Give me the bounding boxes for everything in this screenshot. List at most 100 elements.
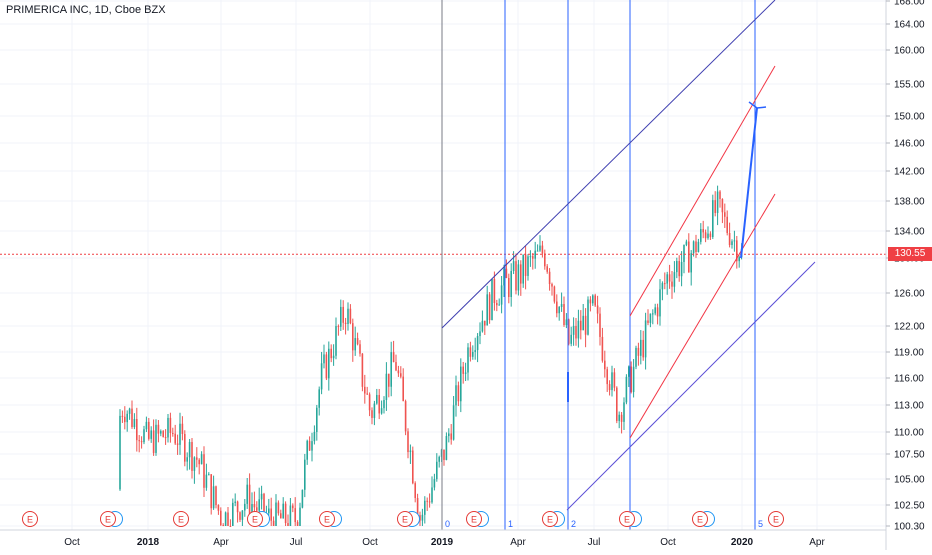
candle-body [157,424,160,434]
candle-body [160,431,162,434]
y-tick-label: 113.00 [894,401,924,412]
candle-body [618,414,620,421]
candle-body [534,250,536,259]
candle-body [371,410,373,418]
candle-body [649,313,652,323]
earnings-icon [768,511,784,527]
candle-body [486,294,488,326]
candle-body [616,387,618,421]
y-tick-label: 146.00 [894,139,925,150]
candle-body [296,522,299,526]
candle-body [208,474,210,476]
candle-body [340,306,342,327]
candle-body [680,261,683,277]
candle-body [666,274,668,284]
earnings-label: E [624,515,630,525]
x-tick-label: Oct [362,537,378,548]
candle-body [604,360,606,370]
candle-body [203,454,205,488]
candle-body [121,415,124,417]
candle-body [299,507,301,526]
candle-body [508,278,510,297]
candle-body [152,430,155,453]
x-tick-label: Apr [809,537,825,548]
candle-body [630,366,632,393]
candle-body [308,440,311,451]
candle-body [119,415,121,490]
candle-body [167,417,169,438]
y-tick-label: 100.30 [894,522,925,533]
candle-body [388,373,390,387]
fib-time-label: 5 [758,519,763,529]
candle-body [380,408,383,414]
candle-body [731,241,733,245]
candle-body [376,394,378,404]
candle-body [220,510,222,526]
candle-body [335,326,337,356]
earnings-label: E [252,515,258,525]
x-tick-label: 2018 [137,537,160,548]
candle-body [368,394,371,411]
candle-body [169,417,172,433]
candle-body [337,326,340,328]
candle-body [311,441,313,451]
earnings-icon [247,511,263,527]
candle-body [738,257,740,262]
candle-body [601,336,604,361]
candle-body [644,320,647,358]
candle-body [304,459,306,490]
candle-body [736,240,738,262]
candle-body [462,366,464,374]
x-tick-label: Oct [660,537,676,548]
candle-body [695,241,697,252]
candle-body [359,344,361,354]
earnings-label: E [697,515,703,525]
candle-body [344,322,347,324]
candle-body [697,241,700,252]
candle-body [275,502,277,526]
candle-body [224,512,227,526]
candle-body [282,503,284,519]
candle-body [409,450,412,453]
candle-body [510,270,512,297]
candle-body [412,450,414,484]
candle-body [592,295,594,304]
fib-time-label: 2 [571,519,576,529]
candle-body [385,373,388,400]
candle-body [479,331,481,337]
y-tick-label: 105.00 [894,475,925,486]
candle-body [306,440,308,460]
candle-body [527,256,529,276]
y-tick-label: 142.00 [894,167,925,178]
candle-body [260,493,263,500]
candle-body [728,232,731,245]
candle-body [268,508,270,514]
candle-body [395,362,397,371]
candle-body [529,256,532,258]
candle-body [397,370,400,374]
candle-body [431,487,433,503]
y-tick-label: 168.00 [894,0,925,8]
candle-body [702,229,704,233]
candle-body [188,442,191,458]
candle-body [623,402,625,422]
candle-body [272,520,275,526]
candle-body [580,320,582,331]
candle-body [642,339,644,358]
candle-body [712,200,714,238]
candle-body [239,512,241,520]
candle-body [436,461,438,480]
candle-body [164,437,167,439]
candle-body [671,281,673,287]
candle-body [179,423,181,445]
candle-body [217,505,220,511]
candle-body [568,319,570,344]
candle-body [155,424,157,453]
candle-body [484,320,486,326]
candle-body [232,502,234,526]
candle-body [174,433,176,444]
candle-body [450,433,452,440]
